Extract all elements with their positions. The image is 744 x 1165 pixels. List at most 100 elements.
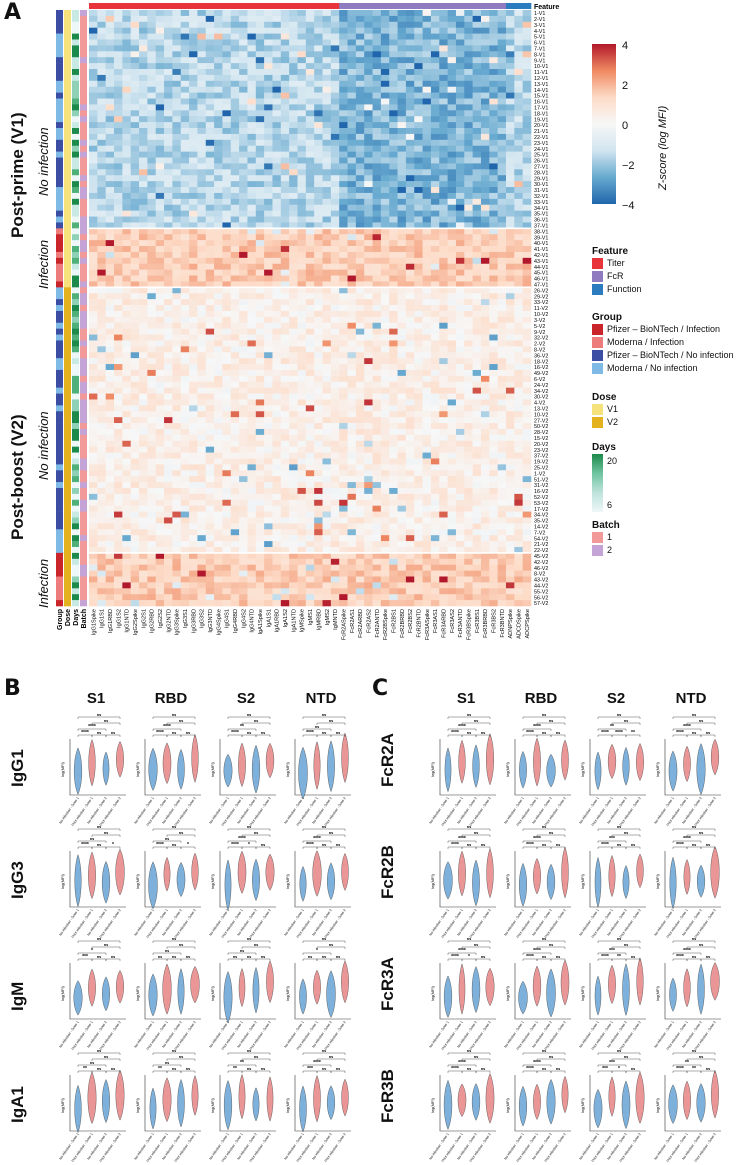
heatmap-cell xyxy=(364,493,373,501)
heatmap-cell xyxy=(255,45,265,52)
heatmap-cell xyxy=(230,305,240,312)
heatmap-cell xyxy=(255,145,265,152)
heatmap-cell xyxy=(155,316,165,324)
heatmap-cell xyxy=(339,45,348,52)
heatmap-cell xyxy=(339,381,348,388)
feature-bar-cell xyxy=(464,3,473,9)
heatmap-cell xyxy=(355,139,365,147)
heatmap-cell xyxy=(355,45,365,52)
heatmap-cell xyxy=(447,10,457,17)
heatmap-cell xyxy=(130,381,140,388)
heatmap-cell xyxy=(147,69,157,76)
heatmap-cell xyxy=(280,57,290,64)
heatmap-cell xyxy=(347,334,357,341)
heatmap-cell xyxy=(355,69,365,76)
heatmap-cell xyxy=(264,505,273,512)
heatmap-cell xyxy=(405,299,415,306)
heatmap-cell xyxy=(272,529,282,536)
heatmap-cell xyxy=(522,222,532,229)
heatmap-cell xyxy=(330,122,340,129)
heatmap-cell xyxy=(197,369,207,377)
heatmap-cell xyxy=(222,328,232,335)
heatmap-cell xyxy=(489,122,498,129)
heatmap-cell xyxy=(305,240,315,247)
heatmap-cell xyxy=(172,116,182,123)
heatmap-cell xyxy=(264,122,273,129)
heatmap-cell xyxy=(105,552,115,560)
heatmap-cell xyxy=(214,27,223,34)
heatmap-cell xyxy=(514,27,523,34)
heatmap-cell xyxy=(205,358,215,365)
heatmap-cell xyxy=(455,74,465,82)
heatmap-cell xyxy=(247,139,257,147)
heatmap-cell xyxy=(480,340,490,347)
heatmap-cell xyxy=(222,110,232,117)
heatmap-cell xyxy=(339,240,348,247)
heatmap-cell xyxy=(447,234,457,241)
heatmap-cell xyxy=(164,387,173,394)
heatmap-cell xyxy=(297,27,307,34)
heatmap-cell xyxy=(97,228,106,235)
heatmap-cell xyxy=(305,63,315,70)
heatmap-cell xyxy=(339,470,348,477)
heatmap-cell xyxy=(464,523,473,530)
heatmap-cell xyxy=(247,63,257,70)
heatmap-cell xyxy=(164,505,173,512)
heatmap-cell xyxy=(422,163,432,170)
heatmap-cell xyxy=(330,204,340,211)
heatmap-cell xyxy=(364,69,373,76)
heatmap-cell xyxy=(372,234,382,241)
heatmap-cell xyxy=(447,328,457,335)
heatmap-cell xyxy=(147,358,157,365)
heatmap-cell xyxy=(330,145,340,152)
heatmap-cell xyxy=(347,541,357,548)
heatmap-cell xyxy=(472,310,482,318)
heatmap-cell xyxy=(480,187,490,194)
heatmap-cell xyxy=(205,98,215,105)
heatmap-cell xyxy=(355,322,365,329)
heatmap-cell xyxy=(472,305,482,312)
heatmap-cell xyxy=(155,181,165,188)
heatmap-cell xyxy=(189,163,198,170)
heatmap-cell xyxy=(147,181,157,188)
heatmap-cell xyxy=(439,417,448,424)
heatmap-cell xyxy=(205,499,215,506)
heatmap-cell xyxy=(347,529,357,536)
heatmap-cell xyxy=(289,541,298,548)
heatmap-cell xyxy=(172,511,182,518)
heatmap-cell xyxy=(247,116,257,123)
heatmap-cell xyxy=(522,98,532,105)
heatmap-cell xyxy=(264,440,273,447)
heatmap-cell xyxy=(97,222,106,229)
heatmap-cell xyxy=(422,517,432,524)
heatmap-cell xyxy=(405,358,415,365)
heatmap-cell xyxy=(114,464,123,471)
heatmap-cell xyxy=(197,240,207,247)
heatmap-cell xyxy=(364,281,373,288)
heatmap-cell xyxy=(272,364,282,371)
heatmap-cell xyxy=(497,493,507,501)
heatmap-cell xyxy=(272,505,282,512)
heatmap-cell xyxy=(505,246,515,253)
heatmap-cell xyxy=(372,428,382,436)
heatmap-cell xyxy=(480,334,490,341)
heatmap-cell xyxy=(130,151,140,158)
heatmap-cell xyxy=(289,287,298,294)
heatmap-cell xyxy=(239,10,248,17)
heatmap-cell xyxy=(155,369,165,377)
heatmap-cell xyxy=(505,381,515,388)
heatmap-cell xyxy=(314,393,323,400)
heatmap-cell xyxy=(255,387,265,394)
heatmap-cell xyxy=(439,328,448,335)
heatmap-cell xyxy=(147,246,157,253)
heatmap-cell xyxy=(480,133,490,141)
heatmap-cell xyxy=(505,310,515,318)
heatmap-cell xyxy=(122,15,131,23)
heatmap-cell xyxy=(355,334,365,341)
feature-bar-cell xyxy=(239,3,248,9)
heatmap-cell xyxy=(180,139,190,147)
heatmap-cell xyxy=(314,74,323,82)
heatmap-cell xyxy=(330,529,340,536)
heatmap-cell xyxy=(347,145,357,152)
heatmap-cell xyxy=(364,358,373,365)
